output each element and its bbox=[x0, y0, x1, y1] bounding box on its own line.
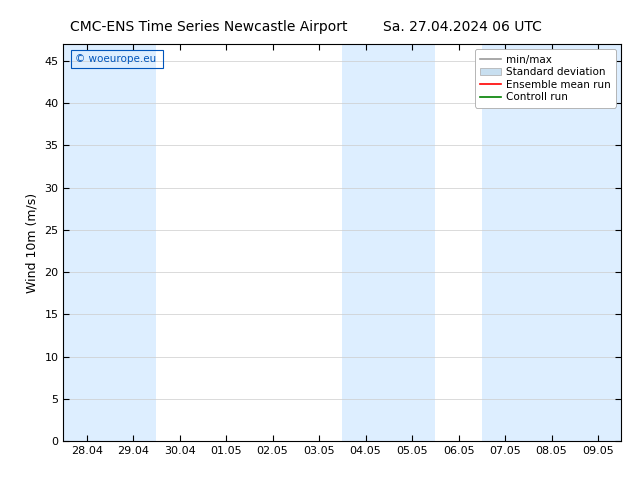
Legend: min/max, Standard deviation, Ensemble mean run, Controll run: min/max, Standard deviation, Ensemble me… bbox=[475, 49, 616, 107]
Y-axis label: Wind 10m (m/s): Wind 10m (m/s) bbox=[26, 193, 39, 293]
Bar bbox=[342, 44, 389, 441]
Text: Sa. 27.04.2024 06 UTC: Sa. 27.04.2024 06 UTC bbox=[384, 20, 542, 34]
Bar bbox=[389, 44, 436, 441]
Bar bbox=[482, 44, 621, 441]
Text: CMC-ENS Time Series Newcastle Airport: CMC-ENS Time Series Newcastle Airport bbox=[70, 20, 348, 34]
Bar bbox=[110, 44, 157, 441]
Text: © woeurope.eu: © woeurope.eu bbox=[75, 54, 156, 64]
Bar bbox=[63, 44, 110, 441]
